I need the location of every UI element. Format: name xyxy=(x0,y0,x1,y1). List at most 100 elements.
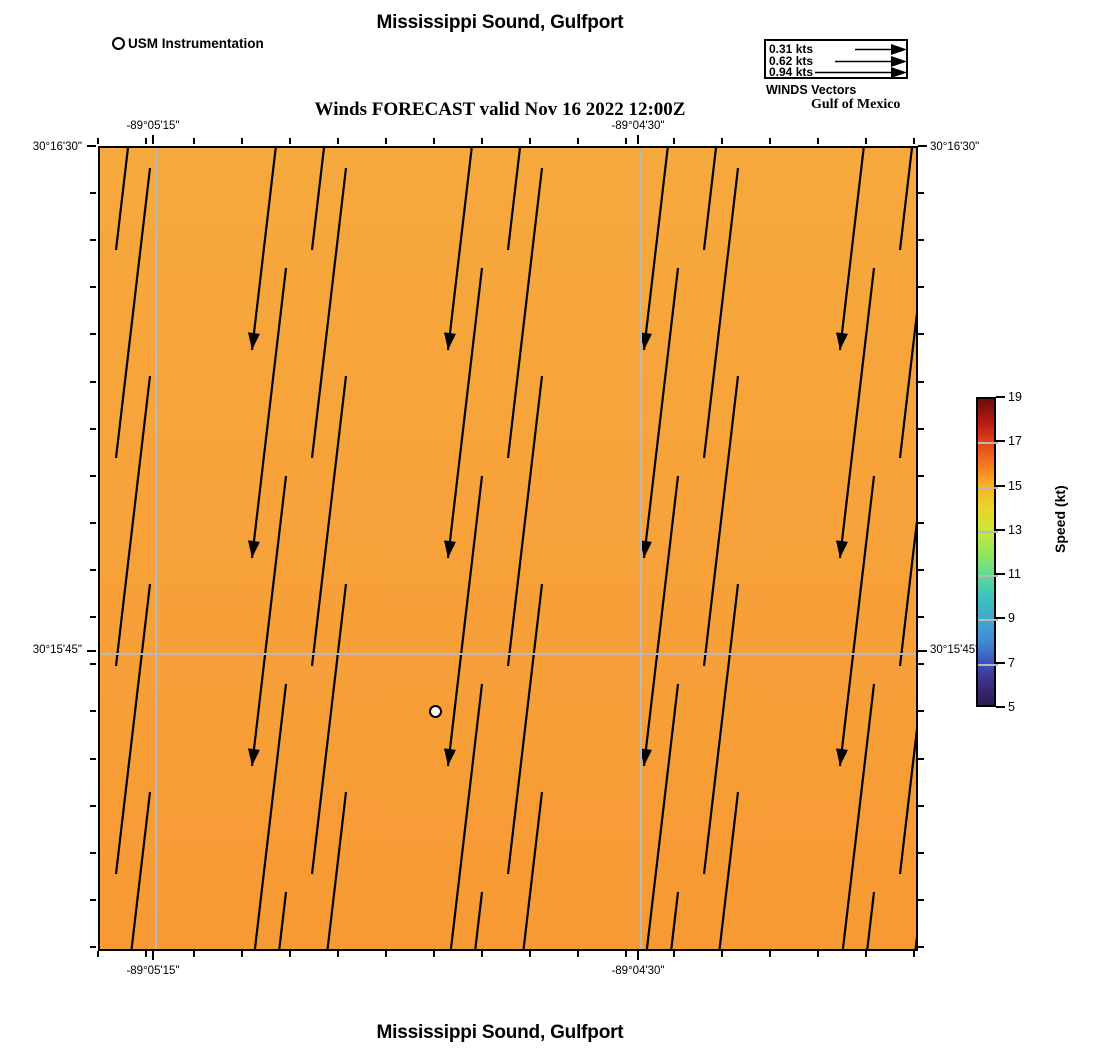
axis-tick-top xyxy=(97,138,99,144)
axis-tick-top xyxy=(769,138,771,144)
axis-tick-left xyxy=(90,286,96,289)
wind-vector-shaft xyxy=(838,267,876,559)
wind-vector-shaft xyxy=(446,148,473,351)
axis-tick-right xyxy=(918,521,924,524)
wind-vector-arrowhead xyxy=(640,748,652,766)
wind-vector-arrowhead xyxy=(444,748,456,766)
axis-tick-bottom xyxy=(721,951,723,957)
colorbar-segment-divider xyxy=(978,442,998,445)
winds-vectors-caption: WINDS Vectors xyxy=(766,83,857,97)
wind-vector-shaft xyxy=(250,148,277,351)
axis-tick-right xyxy=(918,898,924,901)
axis-tick-bottom xyxy=(865,951,867,957)
usm-instrumentation-marker[interactable] xyxy=(428,704,442,718)
wind-vector-shaft xyxy=(841,683,876,949)
page-title-bottom: Mississippi Sound, Gulfport xyxy=(376,1022,624,1043)
axis-tick-right xyxy=(918,757,924,760)
wind-vector-shaft xyxy=(114,375,152,667)
gridline-horizontal xyxy=(100,653,916,655)
axis-tick-bottom xyxy=(625,951,627,957)
axis-tick-right xyxy=(918,380,924,383)
map-canvas[interactable] xyxy=(100,148,916,949)
axis-tick-bottom xyxy=(337,951,339,957)
axis-tick-major-bottom xyxy=(152,951,154,960)
axis-tick-left xyxy=(90,898,96,901)
wind-vector-shaft xyxy=(670,891,680,949)
wind-vector-shaft xyxy=(114,148,130,251)
colorbar-tick xyxy=(996,617,1005,620)
wind-vector-arrowhead xyxy=(836,540,848,558)
wind-vector-shaft xyxy=(702,583,740,875)
axis-tick-right xyxy=(918,851,924,854)
wind-vector-arrowhead xyxy=(444,540,456,558)
wind-vector-shaft xyxy=(642,267,680,559)
axis-tick-right xyxy=(918,569,924,572)
axis-tick-left xyxy=(90,757,96,760)
axis-tick-major-bottom xyxy=(637,951,639,960)
vector-scale-row: 0.31 kts xyxy=(769,42,907,56)
axis-tick-right xyxy=(918,333,924,336)
axis-tick-left xyxy=(90,946,96,948)
open-circle-icon xyxy=(112,37,125,50)
wind-vector-shaft xyxy=(506,167,544,459)
wind-vector-shaft xyxy=(898,312,916,459)
axis-tick-left xyxy=(90,521,96,524)
colorbar-tick xyxy=(996,706,1005,708)
colorbar-tick-label: 13 xyxy=(1008,522,1022,537)
axis-tick-bottom xyxy=(433,951,435,957)
vector-scale-label: 0.31 kts xyxy=(769,42,814,56)
wind-vector-shaft xyxy=(645,683,680,949)
axis-tick-right xyxy=(918,192,924,195)
axis-label-bottom: -89°04'30" xyxy=(611,965,665,977)
wind-vector-arrowhead xyxy=(248,748,260,766)
wind-vector-arrowhead xyxy=(640,540,652,558)
wind-vector-shaft xyxy=(718,791,740,949)
wind-vector-arrowhead xyxy=(640,332,652,350)
wind-vector-shaft xyxy=(446,475,484,767)
axis-tick-bottom xyxy=(529,951,531,957)
wind-vector-shaft xyxy=(702,148,718,251)
axis-tick-top xyxy=(241,138,243,144)
wind-vector-shaft xyxy=(474,891,484,949)
axis-tick-major-right xyxy=(918,650,927,652)
axis-tick-top xyxy=(625,138,627,144)
axis-tick-left xyxy=(90,710,96,713)
axis-tick-left xyxy=(90,333,96,336)
vector-arrow-icon xyxy=(835,56,907,67)
axis-tick-bottom xyxy=(913,951,915,957)
wind-vector-shaft xyxy=(253,683,288,949)
axis-tick-bottom xyxy=(577,951,579,957)
axis-tick-left xyxy=(90,616,96,619)
wind-vector-arrowhead xyxy=(836,748,848,766)
colorbar-tick xyxy=(996,528,1005,531)
vector-scale-label: 0.62 kts xyxy=(769,54,814,68)
axis-tick-top xyxy=(433,138,435,144)
colorbar-segment-divider xyxy=(978,530,998,533)
colorbar-tick-label: 19 xyxy=(1008,390,1022,404)
wind-vector-shaft xyxy=(898,148,914,251)
wind-vector-shaft xyxy=(310,148,326,251)
axis-tick-top xyxy=(673,138,675,144)
colorbar-segment-divider xyxy=(978,575,998,578)
axis-tick-right xyxy=(918,239,924,242)
wind-vector-shaft xyxy=(250,475,288,767)
colorbar-segment-divider xyxy=(978,663,998,666)
axis-tick-bottom xyxy=(673,951,675,957)
axis-tick-left xyxy=(90,474,96,477)
colorbar-tick-label: 17 xyxy=(1008,434,1022,449)
wind-vector-shaft xyxy=(522,791,544,949)
axis-tick-bottom xyxy=(385,951,387,957)
axis-tick-left xyxy=(90,804,96,807)
axis-label-bottom: -89°05'15" xyxy=(126,965,180,977)
vector-arrow-icon xyxy=(815,67,907,78)
usm-instrumentation-legend: USM Instrumentation xyxy=(112,36,264,51)
axis-tick-top xyxy=(817,138,819,144)
colorbar-tick xyxy=(996,661,1005,664)
axis-tick-left xyxy=(90,192,96,195)
colorbar-gradient[interactable] xyxy=(976,397,998,707)
axis-tick-bottom xyxy=(241,951,243,957)
wind-vector-arrowhead xyxy=(248,332,260,350)
axis-tick-top xyxy=(337,138,339,144)
axis-tick-right xyxy=(918,663,924,666)
map-plot-area[interactable] xyxy=(98,146,918,951)
